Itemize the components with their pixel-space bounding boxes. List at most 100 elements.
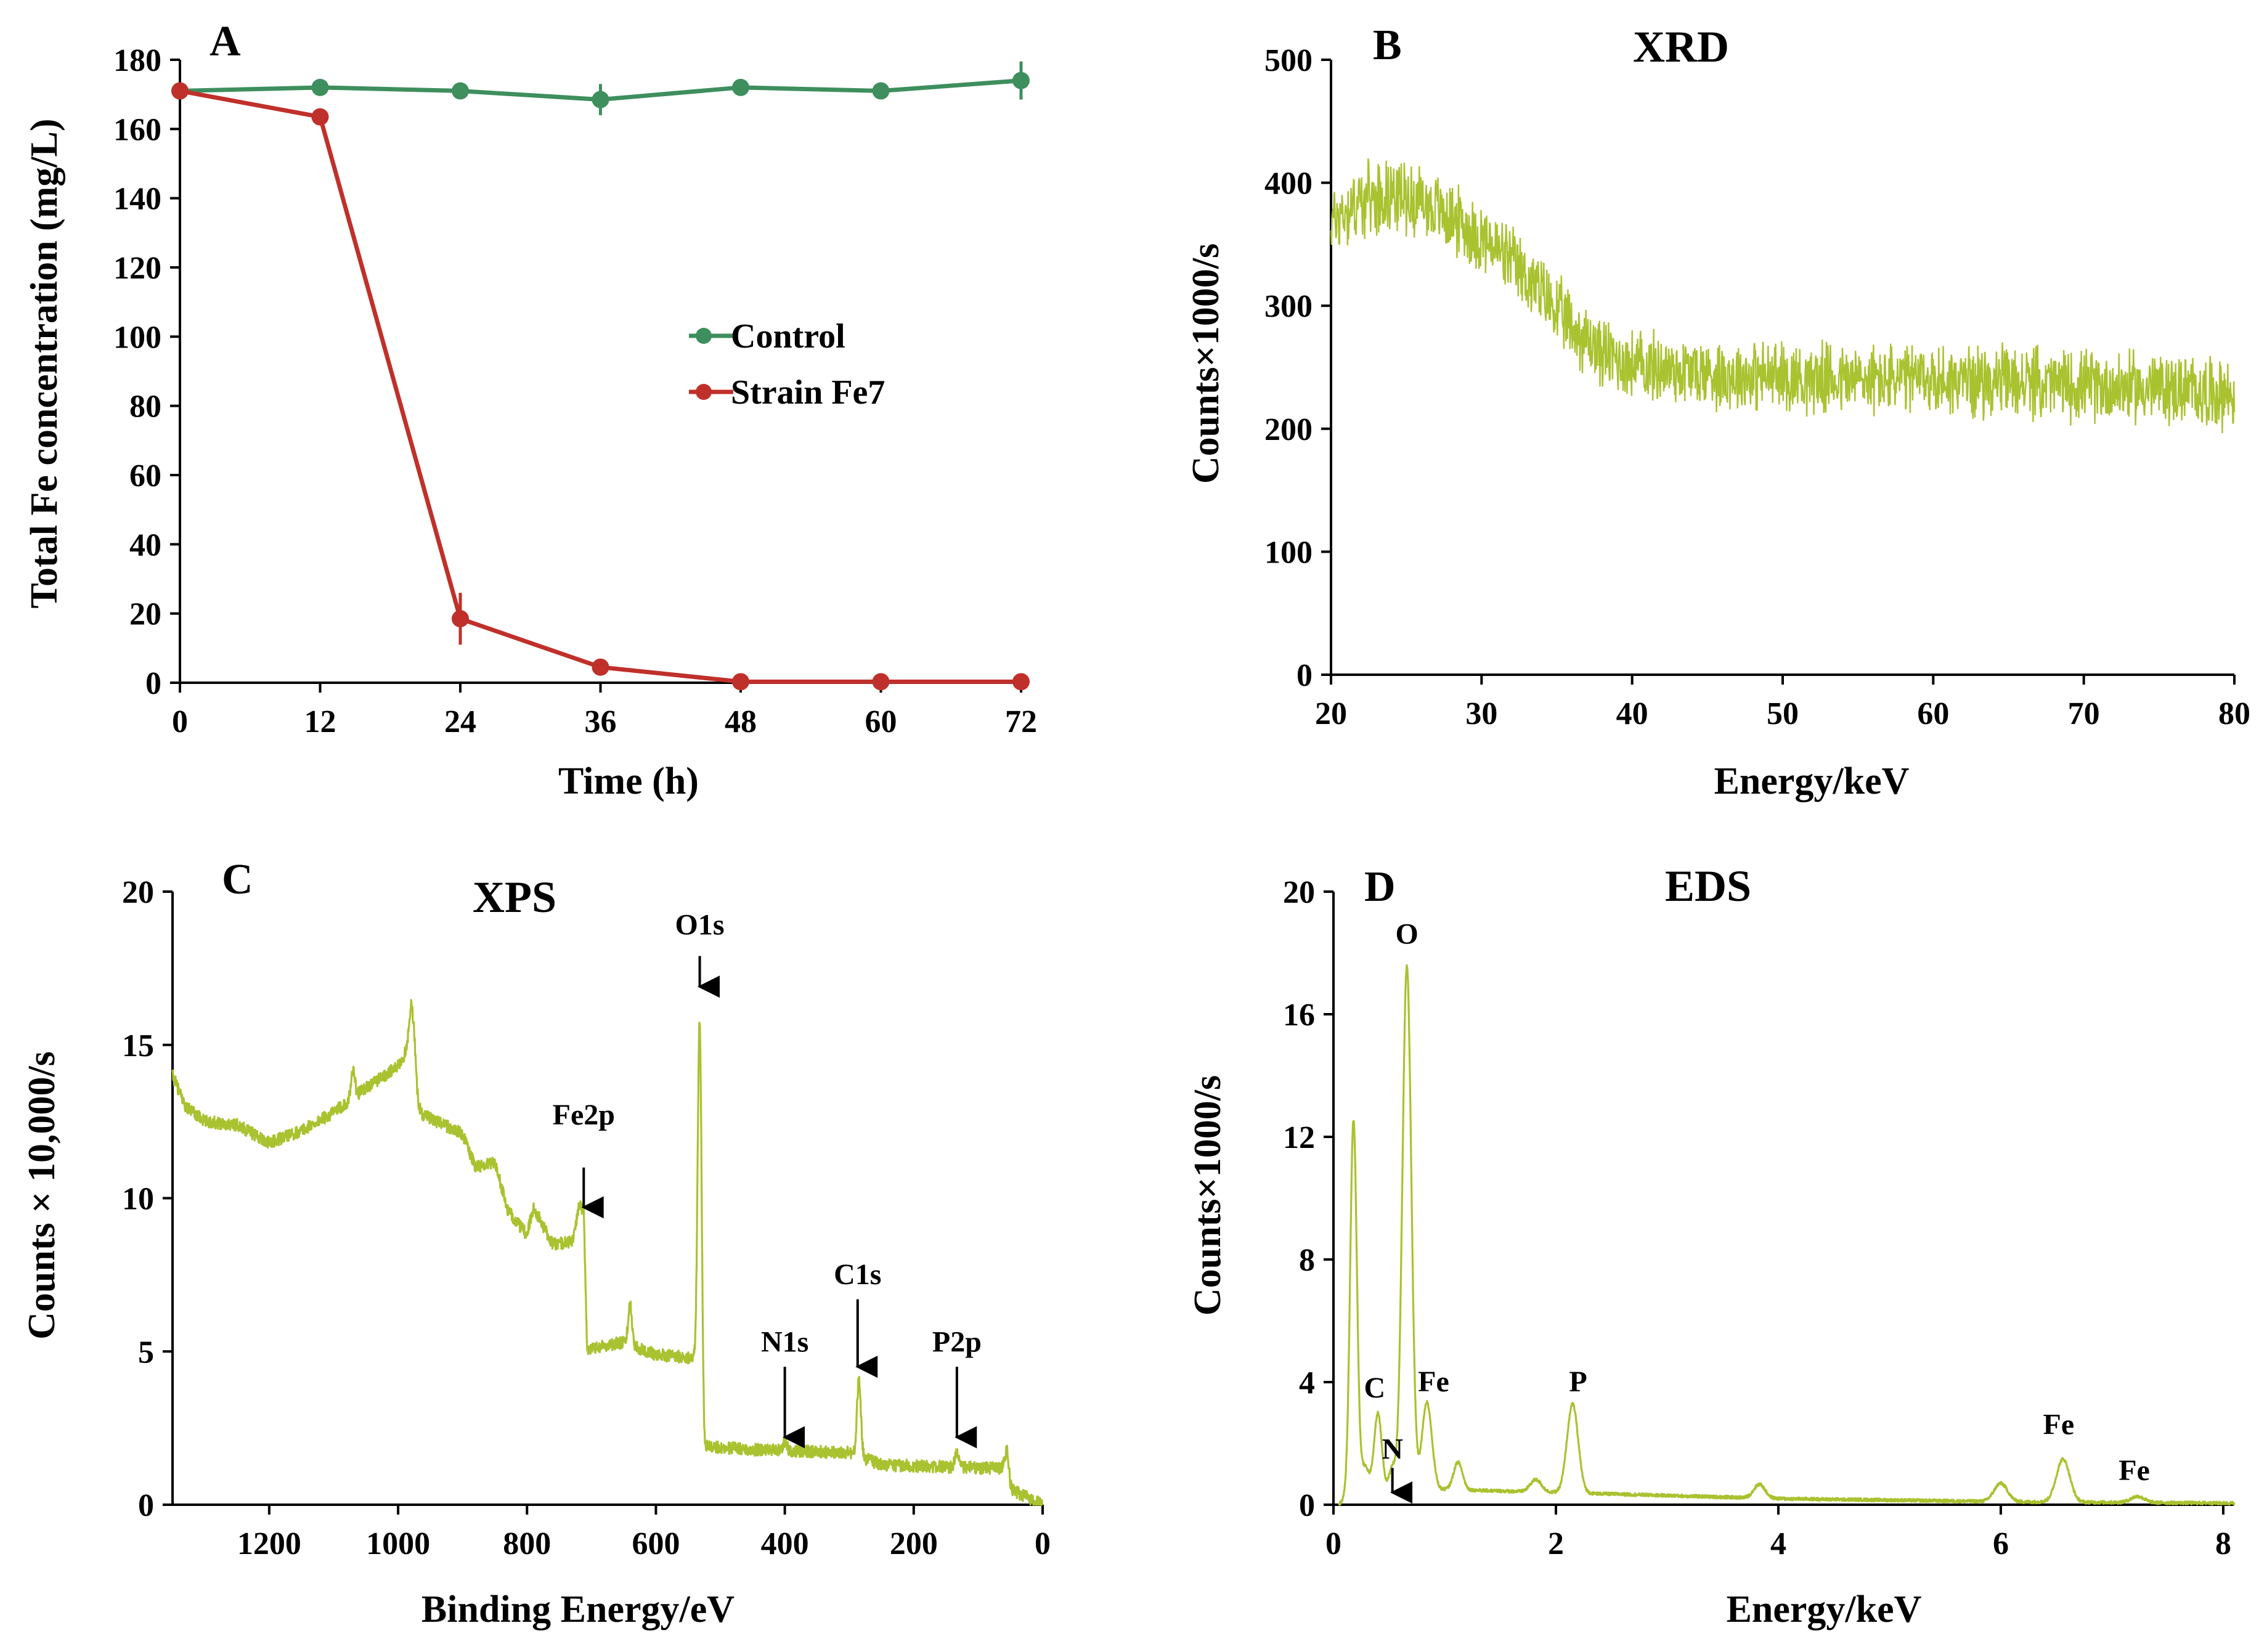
panel-a-series — [171, 61, 1030, 691]
peak-label-p2p: P2p — [932, 1325, 982, 1358]
y-tick-label: 80 — [129, 389, 161, 425]
panel-c-spectrum — [171, 999, 1044, 1506]
y-tick-label: 8 — [1299, 1243, 1315, 1278]
panel-a-legend: Control Strain Fe7 — [689, 317, 885, 412]
panel-b-y-label: Counts×1000/s — [1185, 243, 1227, 484]
y-tick-label: 0 — [1299, 1488, 1315, 1523]
panel-b-spectrum — [1330, 158, 2236, 433]
x-tick-label: 2 — [1548, 1526, 1564, 1561]
data-point — [592, 658, 609, 676]
x-tick-label: 72 — [1005, 704, 1037, 739]
x-tick-label: 600 — [632, 1526, 680, 1561]
data-point — [452, 82, 469, 100]
panel-a-x-axis: 0 12 24 36 48 60 72 — [172, 682, 1037, 739]
series-line — [179, 89, 1021, 684]
panel-d-annotations: O C Fe N P Fe Fe — [1364, 918, 2150, 1504]
y-tick-label: 120 — [113, 251, 161, 286]
x-tick-label: 1200 — [237, 1526, 301, 1561]
x-tick-label: 4 — [1770, 1526, 1786, 1561]
panel-c-letter: C — [222, 856, 253, 903]
panel-d-x-axis: 0 2 4 6 8 — [1325, 1503, 2234, 1561]
y-tick-label: 20 — [122, 875, 154, 910]
y-tick-label: 60 — [129, 458, 161, 494]
peak-label-fe2p: Fe2p — [553, 1099, 615, 1131]
y-tick-label: 500 — [1264, 43, 1313, 78]
xps-spectrum-line — [171, 999, 1044, 1506]
x-tick-label: 8 — [2215, 1526, 2231, 1561]
y-tick-label: 40 — [129, 527, 161, 563]
y-tick-label: 20 — [129, 597, 161, 632]
panel-d-y-axis: 0 4 8 12 16 20 — [1283, 875, 1335, 1523]
y-tick-label: 10 — [122, 1182, 154, 1217]
x-tick-label: 0 — [172, 704, 188, 739]
peak-label-p: P — [1569, 1365, 1587, 1398]
panel-c-y-label: Counts × 10,000/s — [21, 1051, 63, 1340]
data-point — [872, 82, 890, 100]
legend-strain-marker — [696, 384, 712, 400]
panel-c-annotations: O1s Fe2p C1s N1s P2p — [553, 909, 982, 1449]
x-tick-label: 80 — [2218, 696, 2250, 731]
legend-control-marker — [696, 328, 712, 344]
y-tick-label: 4 — [1299, 1365, 1315, 1401]
y-tick-label: 100 — [113, 320, 161, 355]
y-tick-label: 180 — [113, 43, 161, 78]
panel-a-time-course: A 0 20 40 60 80 100 120 140 160 180 0 12 24 36 48 60 72… — [23, 18, 1037, 802]
peak-label-c1s: C1s — [834, 1258, 881, 1291]
x-tick-label: 20 — [1315, 696, 1347, 731]
data-point — [311, 108, 329, 126]
eds-spectrum-line — [1338, 964, 2236, 1506]
x-tick-label: 60 — [1917, 696, 1949, 731]
legend-control-label: Control — [731, 317, 845, 356]
y-tick-label: 15 — [122, 1028, 154, 1064]
y-tick-label: 0 — [138, 1488, 154, 1523]
x-tick-label: 36 — [585, 704, 617, 739]
y-tick-label: 160 — [113, 112, 161, 147]
legend-strain-label: Strain Fe7 — [731, 373, 885, 412]
panel-c-xps: C XPS 0 5 10 15 20 1200 1000 800 600 400 200 0 O1s… — [21, 856, 1051, 1630]
panel-c-x-label: Binding Energy/eV — [421, 1589, 735, 1630]
x-tick-label: 30 — [1465, 696, 1497, 731]
panel-a-y-label: Total Fe concentration (mg/L) — [23, 119, 65, 609]
panel-a-y-axis: 0 20 40 60 80 100 120 140 160 180 — [113, 43, 181, 701]
data-point — [171, 82, 189, 100]
panel-d-y-label: Counts×1000/s — [1187, 1075, 1229, 1316]
data-point — [592, 91, 609, 108]
panel-d-letter: D — [1364, 863, 1396, 911]
y-tick-label: 20 — [1283, 875, 1315, 910]
y-tick-label: 0 — [145, 666, 161, 701]
y-tick-label: 200 — [1264, 412, 1313, 447]
y-tick-label: 16 — [1283, 998, 1315, 1033]
x-tick-label: 40 — [1616, 696, 1648, 731]
panel-c-title: XPS — [473, 873, 556, 922]
data-point — [732, 78, 749, 96]
panel-d-eds: D EDS 0 4 8 12 16 20 0 2 4 6 8 O C Fe N P Fe Fe Energy/… — [1187, 861, 2236, 1630]
x-tick-label: 6 — [1993, 1526, 2009, 1561]
panel-b-x-axis: 20 30 40 50 60 70 80 — [1315, 673, 2250, 731]
x-tick-label: 60 — [865, 704, 897, 739]
peak-label-fe: Fe — [2119, 1454, 2150, 1487]
y-tick-label: 12 — [1283, 1120, 1315, 1155]
data-point — [1012, 71, 1030, 89]
panel-c-y-axis: 0 5 10 15 20 — [122, 875, 174, 1523]
panel-b-x-label: Energy/keV — [1714, 760, 1910, 802]
data-point — [732, 673, 749, 691]
series-control — [171, 61, 1030, 115]
panel-d-x-label: Energy/keV — [1727, 1589, 1922, 1630]
x-tick-label: 200 — [890, 1526, 938, 1561]
y-tick-label: 5 — [138, 1335, 154, 1370]
x-tick-label: 400 — [761, 1526, 809, 1561]
panel-b-letter: B — [1373, 22, 1402, 69]
y-tick-label: 300 — [1264, 289, 1313, 324]
peak-label-fe: Fe — [1418, 1365, 1449, 1398]
panel-a-x-label: Time (h) — [558, 760, 699, 802]
y-tick-label: 400 — [1264, 166, 1313, 201]
y-tick-label: 0 — [1296, 658, 1313, 693]
panel-b-title: XRD — [1633, 22, 1729, 71]
x-tick-label: 0 — [1035, 1526, 1051, 1561]
peak-label-o: O — [1395, 918, 1418, 951]
x-tick-label: 0 — [1325, 1526, 1341, 1561]
panel-d-title: EDS — [1665, 861, 1751, 911]
panel-a-letter: A — [210, 18, 241, 65]
panel-d-spectrum — [1338, 964, 2236, 1506]
x-tick-label: 70 — [2068, 696, 2100, 731]
